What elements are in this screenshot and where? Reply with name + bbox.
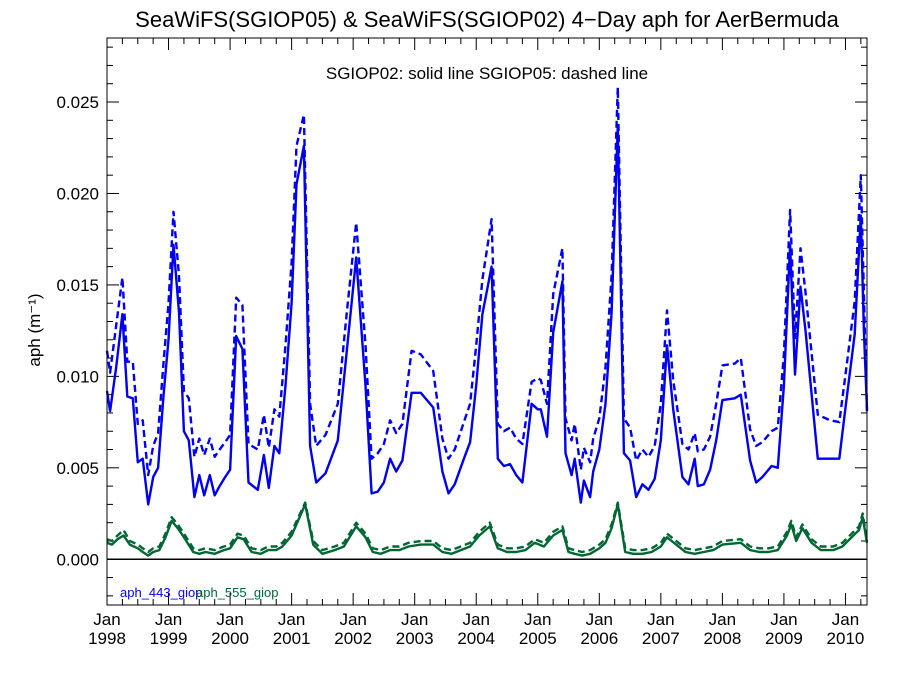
x-tick-year-label: 2001 — [273, 629, 311, 648]
data-series — [105, 86, 869, 557]
x-tick-year-label: 1999 — [150, 629, 188, 648]
x-tick-month-label: Jan — [463, 610, 490, 629]
x-tick-month-label: Jan — [339, 610, 366, 629]
x-tick-year-label: 1998 — [88, 629, 126, 648]
x-tick-month-label: Jan — [770, 610, 797, 629]
x-tick-year-label: 2006 — [580, 629, 618, 648]
series-line-aph_555_giop-SGIOP02 — [106, 503, 869, 557]
y-axis-label: aph (m⁻¹) — [25, 293, 44, 366]
plot-frame — [106, 37, 868, 606]
series-line-aph_555_giop-SGIOP05 — [106, 501, 869, 554]
x-tick-year-label: 2000 — [211, 629, 249, 648]
x-tick-month-label: Jan — [832, 610, 859, 629]
series-line-aph_443_giop-SGIOP02 — [105, 124, 869, 506]
tick-labels: 0.0000.0050.0100.0150.0200.025Jan1998Jan… — [56, 93, 864, 648]
y-tick-label: 0.015 — [56, 276, 99, 295]
axis-ticks — [106, 38, 867, 605]
x-tick-year-label: 2002 — [334, 629, 372, 648]
x-tick-month-label: Jan — [93, 610, 120, 629]
x-tick-year-label: 2008 — [703, 629, 741, 648]
x-tick-month-label: Jan — [278, 610, 305, 629]
x-tick-month-label: Jan — [647, 610, 674, 629]
x-tick-year-label: 2007 — [642, 629, 680, 648]
x-tick-month-label: Jan — [586, 610, 613, 629]
x-tick-year-label: 2010 — [827, 629, 865, 648]
y-tick-label: 0.000 — [56, 550, 99, 569]
legend-entry-aph_443_giop: aph_443_giop — [120, 585, 202, 600]
x-tick-month-label: Jan — [709, 610, 736, 629]
x-tick-year-label: 2004 — [457, 629, 495, 648]
series-line-aph_443_giop-SGIOP05 — [105, 86, 869, 477]
chart-title: SeaWiFS(SGIOP05) & SeaWiFS(SGIOP02) 4−Da… — [135, 7, 839, 32]
x-tick-year-label: 2009 — [765, 629, 803, 648]
y-tick-label: 0.010 — [56, 367, 99, 386]
x-tick-year-label: 2005 — [519, 629, 557, 648]
x-tick-month-label: Jan — [155, 610, 182, 629]
x-tick-month-label: Jan — [524, 610, 551, 629]
x-tick-month-label: Jan — [401, 610, 428, 629]
line-style-annotation: SGIOP02: solid line SGIOP05: dashed line — [326, 64, 648, 83]
x-tick-year-label: 2003 — [396, 629, 434, 648]
legend-entry-aph_555_giop: aph_555_giop — [196, 585, 278, 600]
x-tick-month-label: Jan — [216, 610, 243, 629]
y-tick-label: 0.025 — [56, 93, 99, 112]
y-tick-label: 0.020 — [56, 184, 99, 203]
y-tick-label: 0.005 — [56, 459, 99, 478]
